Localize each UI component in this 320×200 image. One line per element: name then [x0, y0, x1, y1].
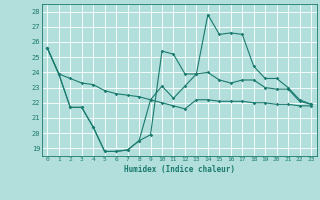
X-axis label: Humidex (Indice chaleur): Humidex (Indice chaleur): [124, 165, 235, 174]
